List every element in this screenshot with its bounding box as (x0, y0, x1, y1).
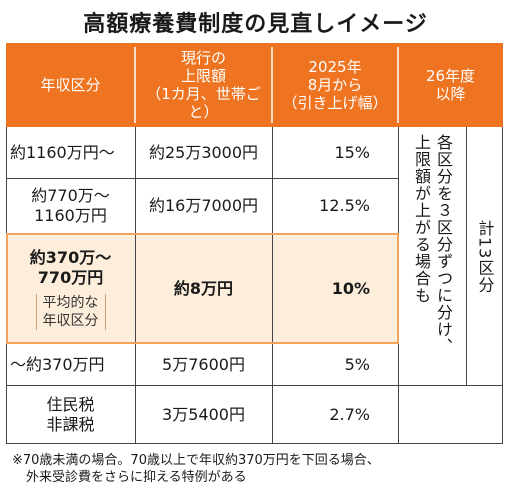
future-total-text: 計13区分 (475, 219, 495, 294)
header-current-limit: 現行の 上限額 （1カ月、世帯ごと） (135, 43, 272, 127)
header-current-line-1: 現行の (180, 49, 226, 67)
table-row-1-income: 約1160万円～ (10, 128, 135, 178)
table-row-1-increase: 15% (272, 128, 370, 178)
header-current-line-3: （1カ月、世帯ごと） (146, 85, 261, 121)
table-row-2-income: 約770万～ 1160万円 (6, 179, 135, 233)
future-split-line-2: 上限額が上がる場合も (412, 134, 431, 304)
current-limit-value: 約25万3000円 (148, 143, 259, 162)
future-split-line-1: 各区分を３区分ずつに分け、 (434, 134, 453, 355)
current-limit-value: 5万7600円 (162, 354, 245, 374)
future-split-note: 各区分を３区分ずつに分け、 上限額が上がる場合も (398, 128, 466, 385)
table-row-3-current: 約8万円 (135, 234, 272, 343)
footnote: ※70歳未満の場合。70歳以上で年収約370万円を下回る場合、 外来受診費をさら… (12, 452, 507, 486)
income-line-2: 1160万円 (34, 206, 107, 225)
income-label: 約1160万円～ (10, 143, 115, 162)
income-line-1: 約770万～ (31, 186, 110, 205)
income-line-2: 770万円 (37, 267, 104, 287)
income-label: ～約370万円 (10, 354, 105, 374)
header-fy2026-onward: 26年度 以降 (398, 43, 503, 127)
header-from-aug-2025: 2025年 8月から （引き上げ幅） (272, 43, 398, 127)
header-2025-line-1: 2025年 (308, 58, 362, 76)
current-limit-value: 3万5400円 (162, 404, 245, 424)
table-row-4-increase: 5% (272, 344, 370, 385)
average-note-line-1: 平均的な (42, 294, 99, 311)
header-background (6, 43, 503, 127)
income-line-2: 非課税 (46, 414, 95, 434)
table-row-3-income: 約370万～ 770万円 平均的な 年収区分 (6, 234, 135, 343)
header-2025-line-3: （引き上げ幅） (282, 94, 388, 112)
income-line-1: 約370万～ (29, 247, 112, 267)
footnote-line-1: ※70歳未満の場合。70歳以上で年収約370万円を下回る場合、 (12, 453, 380, 468)
highlight-row-background (7, 234, 398, 343)
average-income-note: 平均的な 年収区分 (35, 293, 106, 330)
table-row-5-increase: 2.7% (272, 386, 370, 443)
footnote-line-2: 外来受診費をさらに抑える特例がある (26, 470, 247, 485)
table-row-1-current: 約25万3000円 (135, 128, 272, 178)
current-limit-value: 約8万円 (173, 278, 234, 298)
table-row-3-increase: 10% (272, 234, 370, 343)
table-row-2-increase: 12.5% (272, 179, 370, 233)
header-income-class-label: 年収区分 (40, 76, 101, 94)
table-row-5-income: 住民税 非課税 (6, 386, 135, 443)
future-total-note: 計13区分 (466, 128, 503, 385)
average-note-line-2: 年収区分 (42, 312, 99, 329)
header-income-class: 年収区分 (6, 43, 135, 127)
increase-value: 10% (331, 278, 370, 298)
header-current-line-2: 上限額 (180, 67, 226, 85)
table-row-4-current: 5万7600円 (135, 344, 272, 385)
table-row-4-income: ～約370万円 (10, 344, 135, 385)
page-title: 高額療養費制度の見直しイメージ (83, 12, 428, 37)
increase-value: 15% (334, 143, 370, 162)
table-row-2-current: 約16万7000円 (135, 179, 272, 233)
increase-value: 5% (344, 354, 370, 374)
header-2025-line-2: 8月から (307, 76, 363, 94)
header-2026-line-2: 以降 (435, 85, 466, 103)
increase-value: 2.7% (329, 404, 370, 424)
table-row-5-current: 3万5400円 (135, 386, 272, 443)
income-line-1: 住民税 (46, 394, 95, 414)
header-2026-line-1: 26年度 (425, 67, 476, 85)
increase-value: 12.5% (319, 196, 370, 215)
current-limit-value: 約16万7000円 (148, 196, 259, 215)
